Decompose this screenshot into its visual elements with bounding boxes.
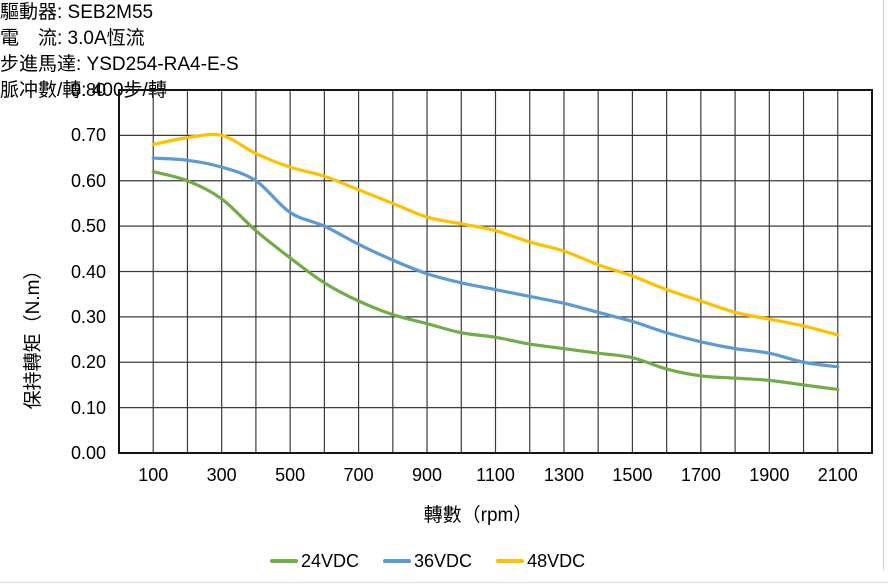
y-tick-label: 0.20 — [70, 352, 106, 373]
x-tick-label: 900 — [412, 465, 443, 485]
y-tick-label: 0.50 — [70, 216, 106, 237]
legend-item-24vdc: 24VDC — [270, 548, 359, 574]
legend-swatch-48vdc — [496, 559, 525, 563]
legend-swatch-36vdc — [383, 559, 412, 563]
y-axis-title: 保持轉矩（N.m） — [23, 260, 44, 410]
x-tick-label: 1700 — [680, 465, 721, 485]
legend-label-24vdc: 24VDC — [301, 551, 360, 571]
x-tick-label: 1900 — [749, 465, 790, 485]
x-tick-label: 2100 — [817, 465, 858, 485]
plot-border — [118, 89, 873, 454]
header-current: 電 流: 3.0A恆流 — [0, 28, 145, 49]
y-tick-label: 0.70 — [70, 125, 106, 146]
header-driver: 驅動器: SEB2M55 — [0, 2, 154, 23]
x-axis-title: 轉數（rpm） — [423, 505, 533, 526]
series-line-48vdc — [151, 132, 840, 337]
header-motor: 步進馬達: YSD254-RA4-E-S — [0, 54, 239, 75]
y-tick-label: 0.00 — [70, 443, 106, 463]
y-tick-label: 0.60 — [70, 170, 106, 191]
y-tick-label: 0.10 — [70, 397, 106, 418]
x-tick-label: 1100 — [476, 465, 515, 485]
y-tick-label: 0.40 — [70, 261, 106, 282]
legend-label-48vdc: 48VDC — [527, 551, 586, 571]
series-line-36vdc — [151, 156, 840, 369]
x-tick-label: 500 — [275, 465, 306, 485]
legend-swatch-24vdc — [270, 559, 298, 563]
x-tick-label: 700 — [343, 465, 374, 485]
bottom-edge-line — [0, 582, 888, 583]
y-tick-label: 0.30 — [70, 306, 106, 327]
legend-item-36vdc: 36VDC — [383, 548, 472, 574]
legend: 24VDC 36VDC 48VDC — [270, 548, 585, 574]
y-tick-label: 0.80 — [70, 80, 106, 100]
series-line-24vdc — [151, 170, 840, 392]
right-edge-line — [883, 0, 884, 570]
x-tick-label: 100 — [138, 465, 169, 485]
legend-label-36vdc: 36VDC — [414, 551, 473, 571]
x-tick-label: 1300 — [543, 465, 584, 485]
x-tick-label: 1500 — [612, 465, 653, 485]
x-tick-label: 300 — [206, 465, 237, 485]
legend-item-48vdc: 48VDC — [496, 548, 585, 574]
